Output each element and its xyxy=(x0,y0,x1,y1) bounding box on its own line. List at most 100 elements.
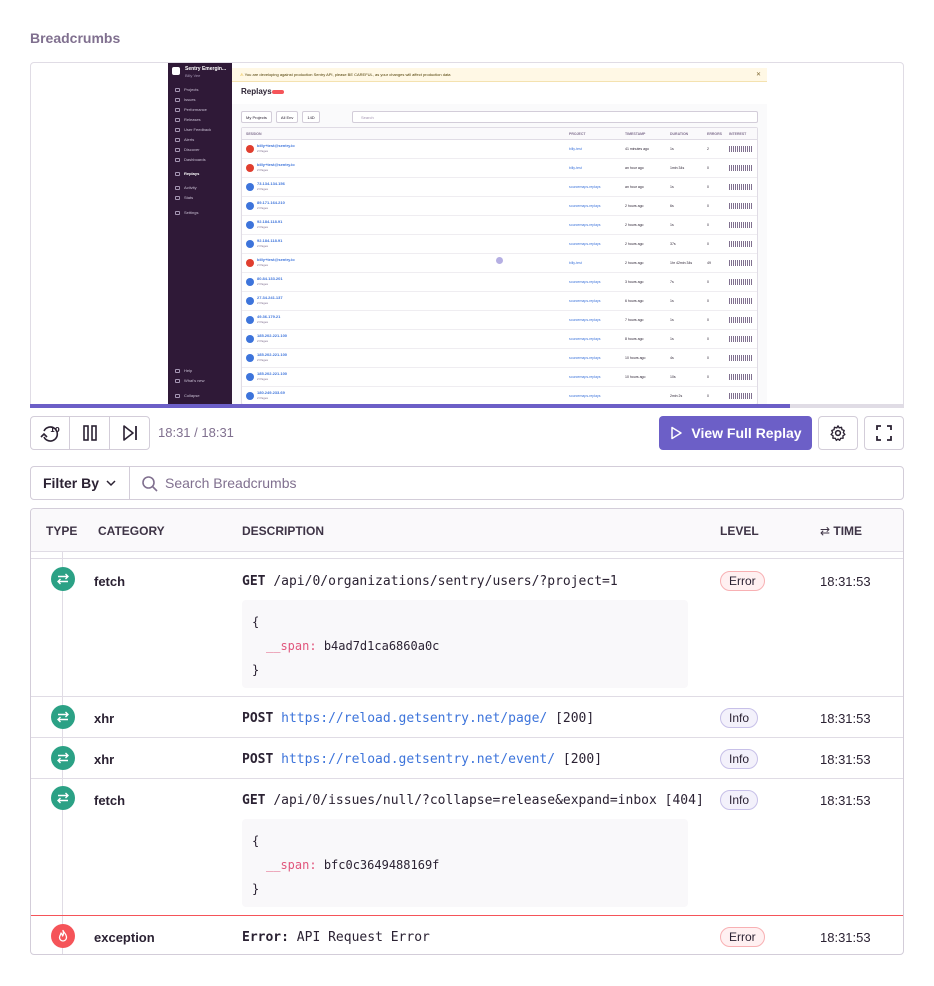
replay-col: SESSION xyxy=(246,132,262,136)
view-full-replay-button[interactable]: View Full Replay xyxy=(659,416,812,450)
replay-errors: 0 xyxy=(707,242,709,246)
replay-errors: 0 xyxy=(707,337,709,341)
avatar xyxy=(246,278,254,286)
replay-page-title: Replays xyxy=(241,87,272,96)
replay-pages: 2 Pages xyxy=(257,358,269,362)
replay-col: DURATION xyxy=(670,132,689,136)
replay-preview[interactable]: Sentry Emergin... Billy Vee Projects Issu… xyxy=(30,62,904,408)
pause-button[interactable] xyxy=(69,416,110,450)
breadcrumbs-table: TYPE CATEGORY DESCRIPTION LEVEL ⇄ TIME f… xyxy=(30,508,904,955)
replay-search-placeholder: Search xyxy=(361,115,374,120)
replay-project: sourcemaps-replays xyxy=(569,223,601,227)
replay-nav-label: Replays xyxy=(184,171,200,176)
row-url-link[interactable]: https://reload.getsentry.net/event/ xyxy=(281,752,556,767)
replay-interest-bars xyxy=(729,279,753,285)
nav-icon xyxy=(175,87,180,92)
replay-table: SESSION PROJECT TIMESTAMP DURATION ERROR… xyxy=(241,127,758,405)
nav-icon xyxy=(175,97,180,102)
replay-pages: 2 Pages xyxy=(257,339,269,343)
replay-interest-bars xyxy=(729,317,753,323)
replay-session: 89.171.164.210 xyxy=(257,200,285,205)
table-row[interactable]: exception Error: API Request Error Error… xyxy=(31,915,903,954)
replay-errors: 0 xyxy=(707,394,709,398)
row-url-link[interactable]: https://reload.getsentry.net/page/ xyxy=(281,711,548,726)
fire-icon xyxy=(51,924,75,948)
row-method: Error: xyxy=(242,930,289,945)
row-time: 18:31:53 xyxy=(820,711,871,726)
header-category: CATEGORY xyxy=(98,524,165,538)
skip-forward-icon xyxy=(122,425,137,441)
replay-interest-bars xyxy=(729,165,753,171)
level-badge: Error xyxy=(720,571,765,591)
level-badge: Info xyxy=(720,749,759,769)
replay-pages: 2 Pages xyxy=(257,301,269,305)
replay-nav-label: Dashboards xyxy=(184,157,206,162)
replay-row: 49.36.179.21 2 Pages sourcemaps-replays 7 h… xyxy=(242,311,757,330)
row-method: GET xyxy=(242,793,266,808)
replay-interest-bars xyxy=(729,184,753,190)
replay-duration: 37s xyxy=(670,242,676,246)
row-description: GET /api/0/issues/null/?collapse=release… xyxy=(242,793,704,808)
row-path: API Request Error xyxy=(296,930,430,945)
replay-session: 185.202.221.100 xyxy=(257,352,288,357)
header-level: LEVEL xyxy=(720,524,759,538)
row-description: Error: API Request Error xyxy=(242,930,430,945)
arrows-exchange-icon xyxy=(51,567,75,591)
replay-col: INTEREST xyxy=(729,132,747,136)
search-breadcrumbs-input[interactable] xyxy=(165,468,885,498)
table-row[interactable]: fetch GET /api/0/organizations/sentry/us… xyxy=(31,560,903,697)
replay-errors: 0 xyxy=(707,204,709,208)
replay-duration: 1s xyxy=(670,185,674,189)
replay-table-header: SESSION PROJECT TIMESTAMP DURATION ERROR… xyxy=(242,128,757,140)
row-json-box: { __span: bfc0c3649488169f } xyxy=(242,819,688,907)
nav-icon xyxy=(175,393,180,398)
level-badge: Info xyxy=(720,708,759,728)
replay-nav-label: Issues xyxy=(184,97,196,102)
header-description: DESCRIPTION xyxy=(242,524,325,538)
json-value: b4ad7d1ca6860a0c xyxy=(323,639,440,653)
replay-pages: 2 Pages xyxy=(257,168,269,172)
replay-nav-label: Projects xyxy=(184,87,199,92)
settings-button[interactable] xyxy=(818,416,858,450)
replay-nav-item: Stats xyxy=(175,195,193,200)
replay-timestamp: 41 minutes ago xyxy=(625,147,649,151)
row-status: [200] xyxy=(562,752,603,767)
replay-row: 92.184.118.91 2 Pages sourcemaps-replays 2 … xyxy=(242,216,757,235)
replay-timestamp: 2 hours ago xyxy=(625,204,644,208)
replay-session: 80.84.133.201 xyxy=(257,276,283,281)
replay-project: sourcemaps-replays xyxy=(569,375,601,379)
swap-icon: ⇄ xyxy=(820,524,834,538)
replay-alert: ⚠ You are developing against production … xyxy=(232,68,767,82)
replay-project: billy-test xyxy=(569,147,582,151)
replay-progress-bar[interactable] xyxy=(30,404,904,408)
fullscreen-button[interactable] xyxy=(864,416,904,450)
replay-session: 49.36.179.21 xyxy=(257,314,281,319)
replay-project: sourcemaps-replays xyxy=(569,185,601,189)
replay-filters: My Projects All Env 14D xyxy=(241,111,320,123)
replay-row: 27.34.241.137 2 Pages sourcemaps-replays 6 … xyxy=(242,292,757,311)
avatar xyxy=(246,259,254,267)
table-row[interactable]: fetch GET /api/0/issues/null/?collapse=r… xyxy=(31,779,903,915)
nav-icon xyxy=(175,107,180,112)
filter-by-dropdown[interactable]: Filter By xyxy=(31,467,130,499)
replay-nav-label: Collapse xyxy=(184,393,200,398)
rewind-10-button[interactable]: 10 xyxy=(30,416,70,450)
replay-project: sourcemaps-replays xyxy=(569,280,601,284)
replay-pages: 2 Pages xyxy=(257,244,269,248)
table-row[interactable]: xhr POST https://reload.getsentry.net/ev… xyxy=(31,738,903,779)
replay-errors: 0 xyxy=(707,375,709,379)
replay-pages: 2 Pages xyxy=(257,206,269,210)
replay-nav-label: Alerts xyxy=(184,137,195,142)
replay-project: sourcemaps-replays xyxy=(569,356,601,360)
replay-interest-bars xyxy=(729,336,753,342)
header-time[interactable]: ⇄ TIME xyxy=(820,524,862,538)
skip-next-button[interactable] xyxy=(109,416,150,450)
rewind-icon: 10 xyxy=(40,426,60,442)
replay-duration: 7s xyxy=(670,280,674,284)
replay-pages: 2 Pages xyxy=(257,396,269,400)
table-row[interactable]: xhr POST https://reload.getsentry.net/pa… xyxy=(31,697,903,738)
replay-nav-item: Activity xyxy=(175,185,197,190)
org-name: Sentry Emergin... xyxy=(185,66,227,72)
fullscreen-icon xyxy=(876,425,892,441)
row-method: GET xyxy=(242,574,266,589)
